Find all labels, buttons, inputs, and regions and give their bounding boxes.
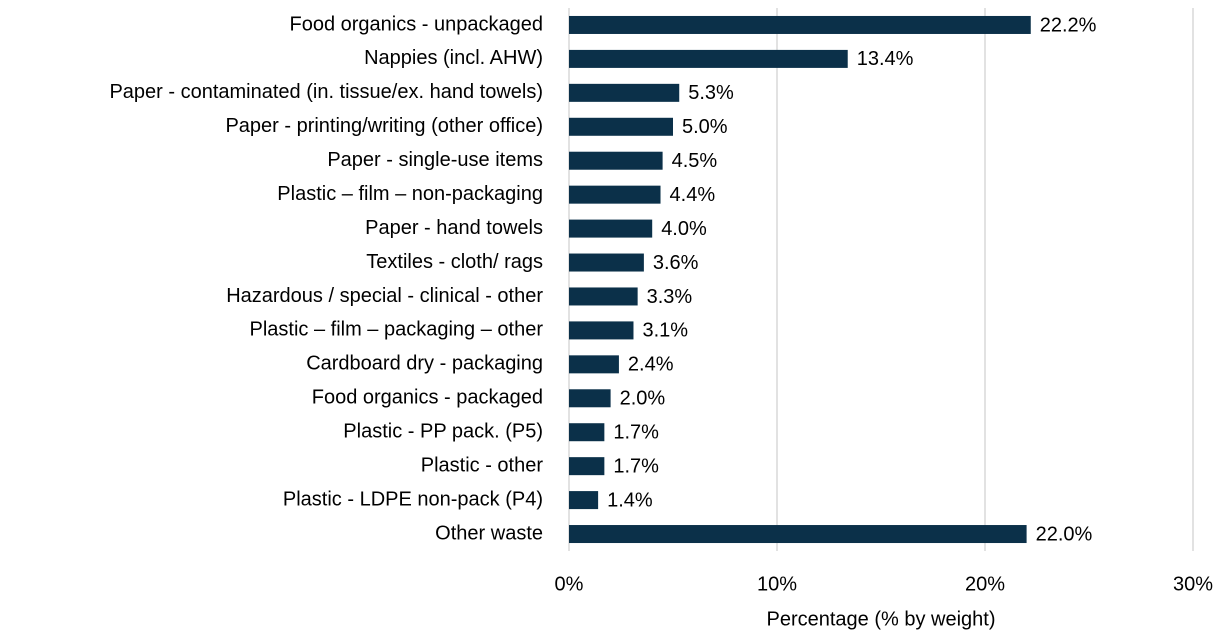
bar <box>569 83 680 102</box>
y-tick-label: Paper - contaminated (in. tissue/ex. han… <box>109 81 543 103</box>
bar <box>569 151 663 170</box>
data-label: 13.4% <box>857 48 914 70</box>
y-tick-label: Nappies (incl. AHW) <box>364 47 543 69</box>
y-tick-label: Plastic - PP pack. (P5) <box>343 421 543 443</box>
y-tick-label: Hazardous / special - clinical - other <box>226 285 543 307</box>
x-tick-label: 30% <box>1173 573 1213 595</box>
data-label: 1.4% <box>607 489 653 511</box>
bar <box>569 287 638 306</box>
y-tick-label: Food organics - unpackaged <box>290 13 544 35</box>
data-label: 3.3% <box>647 286 693 308</box>
bar <box>569 49 848 68</box>
data-label: 5.0% <box>682 116 728 138</box>
data-label: 4.5% <box>672 150 718 172</box>
data-label: 1.7% <box>613 455 659 477</box>
data-label: 2.0% <box>620 388 666 410</box>
bar <box>569 355 619 374</box>
bar <box>569 219 653 238</box>
data-label: 5.3% <box>688 82 734 104</box>
data-label: 4.4% <box>670 184 716 206</box>
data-label: 1.7% <box>613 422 659 444</box>
y-tick-label: Paper - single-use items <box>327 149 543 171</box>
data-label: 2.4% <box>628 354 674 376</box>
bar <box>569 491 599 510</box>
data-label: 4.0% <box>661 218 707 240</box>
bar <box>569 457 605 476</box>
y-tick-label: Other waste <box>435 522 543 544</box>
x-tick-label: 20% <box>965 573 1005 595</box>
y-tick-label: Paper - hand towels <box>365 217 543 239</box>
data-label: 22.0% <box>1036 523 1093 545</box>
y-tick-label: Food organics - packaged <box>312 387 543 409</box>
data-label: 22.2% <box>1040 14 1097 36</box>
bar <box>569 185 661 204</box>
x-axis-label: Percentage (% by weight) <box>766 608 995 630</box>
data-label: 3.1% <box>642 320 688 342</box>
bar <box>569 389 611 408</box>
bar <box>569 423 605 442</box>
bar <box>569 253 644 272</box>
x-tick-label: 0% <box>555 573 584 595</box>
bar <box>569 525 1027 544</box>
bar <box>569 321 634 340</box>
bar <box>569 15 1031 34</box>
y-tick-label: Plastic - LDPE non-pack (P4) <box>283 488 543 510</box>
x-tick-label: 10% <box>757 573 797 595</box>
y-tick-label: Cardboard dry - packaging <box>306 353 543 375</box>
data-label: 3.6% <box>653 252 699 274</box>
y-tick-label: Textiles - cloth/ rags <box>366 251 543 273</box>
y-tick-label: Paper - printing/writing (other office) <box>225 115 543 137</box>
y-tick-label: Plastic – film – packaging – other <box>250 319 544 341</box>
bar <box>569 117 673 136</box>
y-tick-label: Plastic – film – non-packaging <box>277 183 543 205</box>
y-tick-label: Plastic - other <box>421 454 544 476</box>
